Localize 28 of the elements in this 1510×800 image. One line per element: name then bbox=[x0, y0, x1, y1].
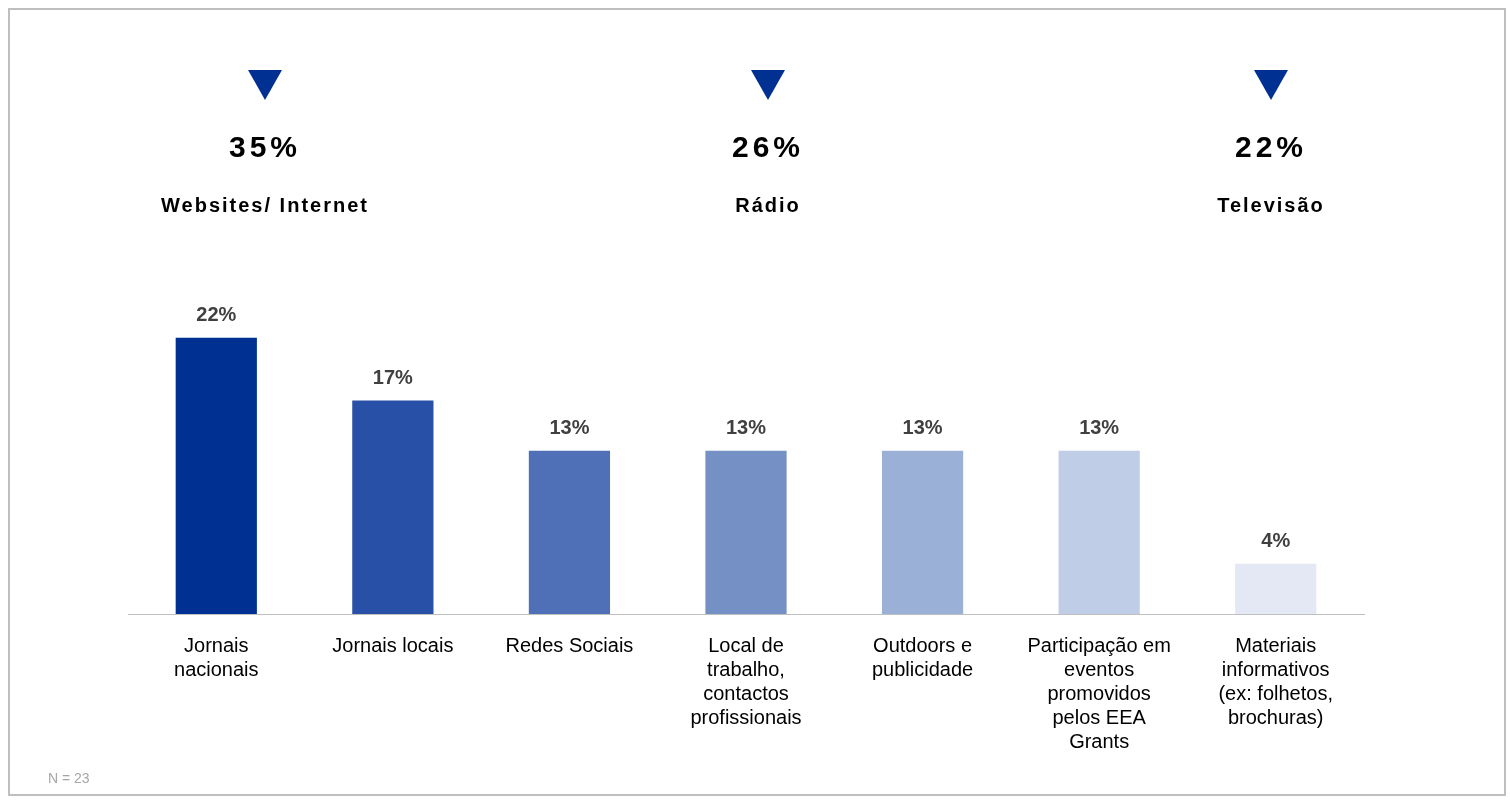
text: N = 23 bbox=[48, 770, 90, 786]
bar bbox=[528, 450, 611, 614]
bar bbox=[705, 450, 787, 614]
bar bbox=[1235, 563, 1317, 614]
category-label: Websites/ Internet bbox=[160, 194, 370, 217]
data-label: 13% bbox=[1079, 416, 1120, 439]
data-label: 22% bbox=[1233, 130, 1308, 164]
bar bbox=[352, 400, 434, 614]
x-tick-label: Outdoors e publicidade bbox=[871, 633, 974, 680]
x-tick-label: Local de trabalho, contactos profissionais bbox=[690, 633, 802, 728]
x-tick-label: Jornais nacionais bbox=[174, 633, 259, 680]
bar bbox=[175, 337, 257, 614]
x-tick-label: Redes Sociais bbox=[505, 633, 634, 656]
data-label: 13% bbox=[902, 416, 943, 439]
data-label: 17% bbox=[372, 366, 414, 388]
bar bbox=[1058, 450, 1140, 614]
x-tick-label: Jornais locais bbox=[332, 633, 454, 656]
data-label: 4% bbox=[1261, 529, 1291, 552]
bar bbox=[881, 450, 964, 614]
data-label: 13% bbox=[725, 416, 767, 439]
x-tick-label: Participação em eventos promovidos pelos EEA Grants bbox=[1027, 633, 1171, 752]
data-label: 35% bbox=[227, 130, 302, 164]
data-label: 22% bbox=[196, 303, 237, 326]
x-tick-label: Materiais informativos (ex: folhetos, brochuras) bbox=[1218, 633, 1333, 728]
category-label: Televisão bbox=[1216, 194, 1326, 217]
category-label: Rádio bbox=[734, 194, 802, 217]
data-label: 13% bbox=[549, 416, 590, 439]
data-label: 26% bbox=[730, 130, 805, 164]
